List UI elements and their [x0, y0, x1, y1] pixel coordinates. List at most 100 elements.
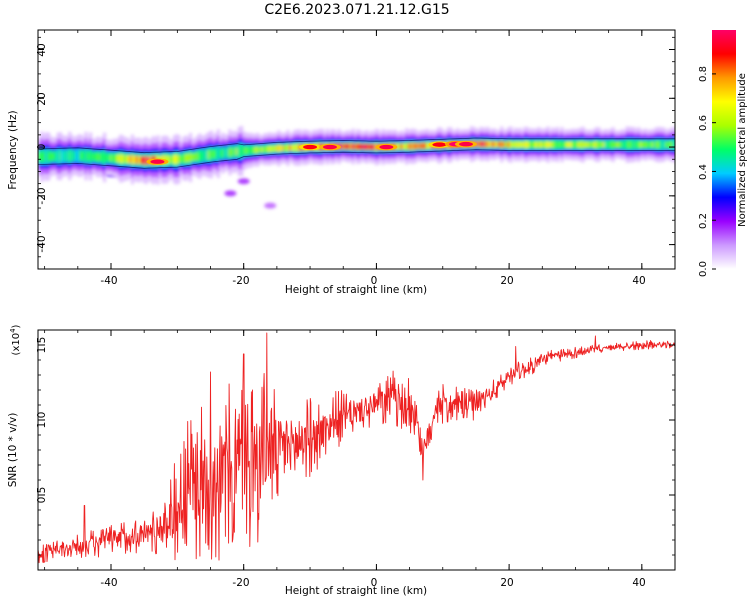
spectrogram-cell: [518, 141, 522, 148]
spectrogram-cell: [606, 142, 611, 148]
spectrogram-cell: [655, 141, 659, 148]
spectrogram-cell: [291, 144, 295, 151]
spectrogram-cell: [256, 146, 260, 153]
spectrogram-cell: [567, 141, 571, 148]
spectrogram-cell: [486, 140, 490, 148]
spectrogram-y-axis-label: Frequency (Hz): [7, 110, 19, 189]
height-tick-label: -40: [100, 577, 117, 589]
height-tick-label: 40: [632, 275, 645, 287]
spectrogram-cell: [507, 141, 511, 148]
spectrogram-cell: [634, 141, 638, 148]
spectrogram-cell: [144, 156, 148, 165]
spectrogram-hotspot: [322, 144, 337, 150]
freq-tick-label: 20: [36, 92, 48, 105]
height-tick-label: 0: [371, 275, 378, 287]
spectrogram-cell: [358, 143, 362, 150]
spectrogram-cell: [186, 154, 190, 162]
spectrogram-hotspot: [150, 159, 165, 164]
spectrogram-cell: [137, 155, 141, 165]
spectrogram-cell: [228, 148, 232, 157]
spectrogram-cell: [263, 146, 267, 153]
spectrogram-cell: [620, 141, 625, 148]
colorbar-label: Normalized spectral amplitude: [737, 73, 748, 227]
spectrogram-cell: [219, 150, 223, 157]
spectrogram-cell: [593, 141, 597, 148]
spectrogram-cell: [247, 147, 251, 154]
spectrogram-cell: [168, 155, 172, 164]
spectrogram-cell: [286, 144, 290, 152]
spectrogram-cell: [170, 155, 174, 164]
spectrogram-cell: [370, 143, 374, 150]
spectrogram-cell: [504, 141, 508, 148]
snr-panel: 0.5 1.0 1.5 -40 -20 0 20 40 Height of st…: [7, 324, 676, 597]
colorbar-tick-label: 0.6: [698, 115, 709, 131]
spectrogram-cell: [49, 152, 53, 161]
spectrogram-cell: [272, 145, 276, 152]
spectrogram-cell: [177, 154, 181, 164]
colorbar-tick-label: 0.2: [698, 213, 709, 229]
spectrogram-cell: [363, 143, 367, 150]
spectrogram-cell: [572, 141, 576, 148]
spectrogram-cell: [265, 146, 269, 152]
spectrogram-cell: [195, 152, 200, 161]
snr-y-axis-label: SNR (10 * v/v): [7, 413, 19, 488]
spectrogram-cell: [516, 141, 520, 148]
spectrogram-cell: [360, 144, 364, 150]
spectrogram-cell: [488, 141, 492, 147]
spectrogram-cell: [242, 147, 246, 155]
spectrogram-cell: [89, 152, 93, 161]
spectrogram-contour: [38, 137, 675, 154]
spectrogram-cell: [609, 141, 613, 148]
spectrogram-cell: [651, 141, 655, 148]
spectrogram-cell: [558, 142, 562, 148]
spectrogram-cell: [576, 141, 580, 148]
spectrogram-cell: [172, 155, 176, 164]
freq-tick-label: 40: [36, 43, 48, 56]
spectrogram-cell: [583, 141, 587, 148]
spectrogram-cell: [639, 141, 643, 148]
spectrogram-cell: [123, 155, 128, 163]
spectrogram-cell: [181, 154, 186, 163]
spectrogram-cell: [402, 143, 406, 150]
spectrogram-cell: [418, 143, 422, 149]
spectrogram-cell: [86, 152, 90, 160]
spectrogram-cell: [611, 141, 615, 148]
spectrogram-cell: [641, 141, 645, 148]
spectrogram-cell: [548, 141, 553, 148]
spectrogram-cell: [207, 150, 211, 159]
snr-multiplier-base: (x10: [11, 333, 22, 356]
spectrogram-cell: [525, 141, 529, 148]
spectrogram-cell: [96, 153, 100, 161]
spectrogram-cell: [251, 147, 255, 154]
spectrogram-cell: [588, 141, 592, 148]
spectrogram-cell: [107, 154, 111, 162]
spectrogram-cell: [551, 141, 555, 148]
spectrogram-cell: [293, 144, 297, 151]
spectrogram-cell: [349, 143, 353, 150]
spectrogram-blob: [224, 190, 237, 197]
spectrogram-cell: [344, 143, 348, 150]
spectrogram-cell: [267, 145, 272, 152]
spectrogram-cell: [532, 141, 536, 148]
spectrogram-cell: [72, 152, 76, 160]
spectrogram-cell: [240, 146, 244, 156]
height-tick-label: 20: [500, 577, 513, 589]
spectrogram-cell: [365, 143, 369, 150]
spectrogram-cell: [112, 154, 116, 162]
spectrogram-cell: [569, 141, 573, 148]
colorbar-ticks: [712, 73, 716, 270]
spectrogram-cell: [509, 141, 513, 148]
spectrogram-cell: [202, 151, 207, 160]
spectrogram-cell: [135, 155, 139, 164]
spectrogram-cell: [397, 143, 402, 150]
spectrogram-cell: [142, 156, 146, 165]
spectrogram-cell: [230, 148, 234, 156]
spectrogram-cell: [644, 141, 648, 148]
spectrogram-cell: [47, 152, 51, 161]
spectrogram-cell: [630, 141, 634, 148]
spectrogram-cell: [70, 152, 74, 160]
snr-tick-label: 1.5: [36, 337, 48, 354]
spectrogram-cell: [98, 153, 102, 161]
spectrogram-cell: [562, 142, 566, 148]
spectrogram-cell: [544, 141, 548, 148]
